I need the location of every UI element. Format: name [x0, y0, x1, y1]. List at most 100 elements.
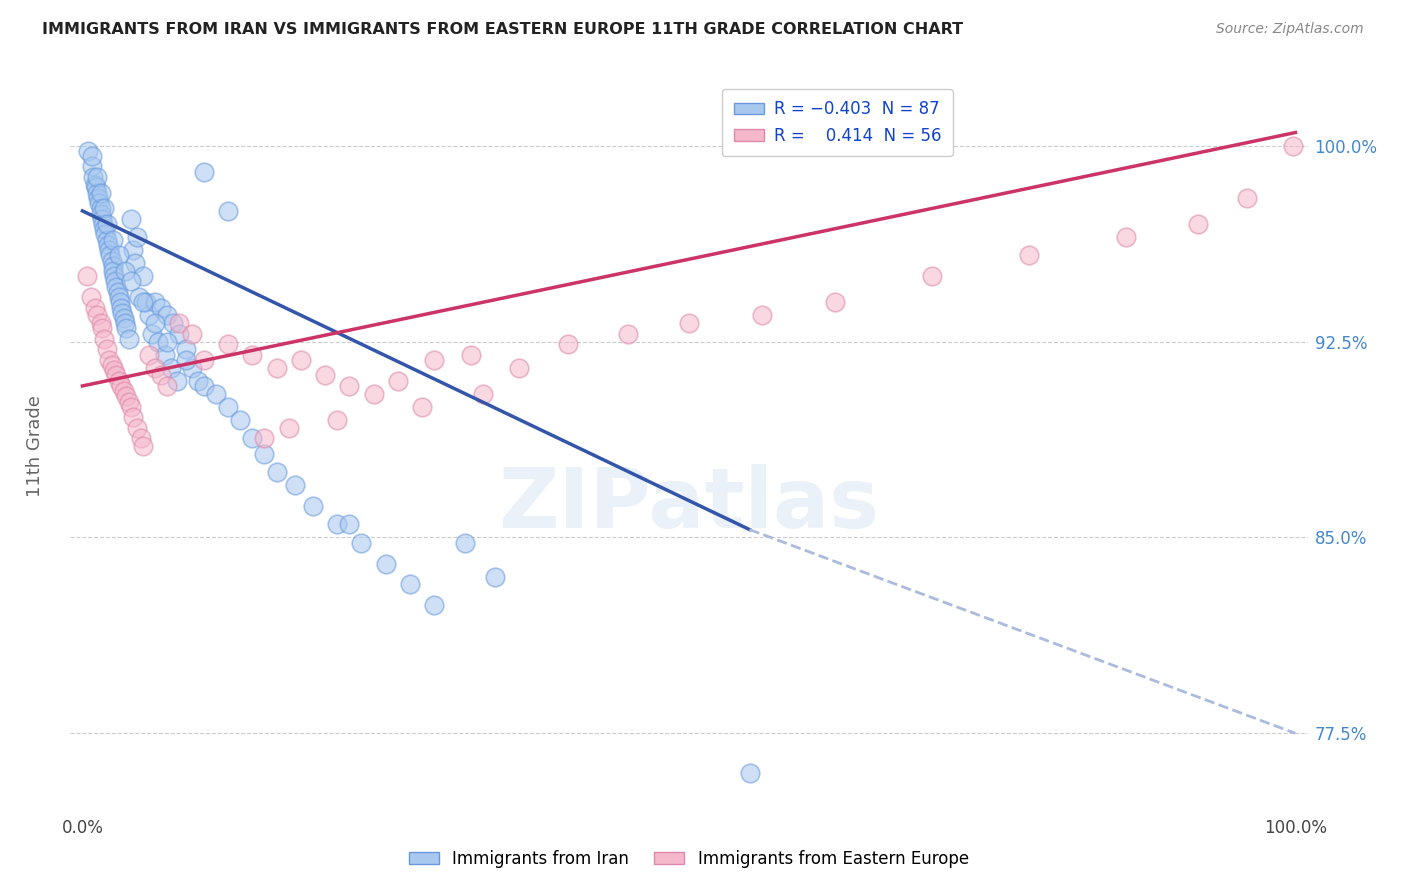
Point	[423, 352, 446, 367]
Point	[100, 253, 122, 268]
Point	[132, 269, 155, 284]
Point	[217, 203, 239, 218]
Point	[125, 421, 148, 435]
Point	[114, 316, 136, 330]
Point	[460, 347, 482, 362]
Point	[77, 144, 100, 158]
Point	[138, 347, 160, 362]
Point	[96, 343, 118, 357]
Point	[98, 248, 121, 262]
Point	[120, 400, 142, 414]
Point	[134, 295, 156, 310]
Point	[326, 413, 349, 427]
Point	[1236, 191, 1258, 205]
Point	[557, 337, 579, 351]
Point	[229, 413, 252, 427]
Point	[302, 499, 325, 513]
Point	[120, 211, 142, 226]
Point	[90, 201, 112, 215]
Point	[266, 465, 288, 479]
Point	[921, 269, 943, 284]
Point	[101, 264, 124, 278]
Point	[290, 352, 312, 367]
Point	[91, 217, 114, 231]
Legend: Immigrants from Iran, Immigrants from Eastern Europe: Immigrants from Iran, Immigrants from Ea…	[402, 844, 976, 875]
Point	[508, 360, 530, 375]
Point	[387, 374, 409, 388]
Point	[98, 352, 121, 367]
Point	[96, 233, 118, 247]
Text: IMMIGRANTS FROM IRAN VS IMMIGRANTS FROM EASTERN EUROPE 11TH GRADE CORRELATION CH: IMMIGRANTS FROM IRAN VS IMMIGRANTS FROM …	[42, 22, 963, 37]
Point	[82, 160, 104, 174]
Point	[143, 295, 166, 310]
Point	[97, 238, 120, 252]
Point	[217, 400, 239, 414]
Point	[824, 295, 846, 310]
Point	[117, 332, 139, 346]
Point	[180, 326, 202, 341]
Point	[337, 517, 360, 532]
Point	[112, 310, 135, 325]
Point	[111, 306, 134, 320]
Point	[117, 394, 139, 409]
Point	[90, 211, 112, 226]
Point	[138, 309, 160, 323]
Point	[100, 358, 122, 372]
Point	[87, 191, 110, 205]
Point	[103, 269, 125, 284]
Point	[89, 196, 111, 211]
Point	[124, 256, 146, 270]
Point	[108, 295, 131, 310]
Point	[125, 230, 148, 244]
Point	[146, 334, 169, 349]
Point	[84, 180, 107, 194]
Point	[150, 301, 173, 315]
Point	[93, 332, 115, 346]
Point	[363, 386, 385, 401]
Point	[93, 201, 115, 215]
Point	[162, 316, 184, 330]
Point	[217, 337, 239, 351]
Point	[314, 368, 336, 383]
Point	[187, 374, 209, 388]
Point	[108, 290, 131, 304]
Point	[143, 360, 166, 375]
Point	[132, 295, 155, 310]
Point	[471, 386, 494, 401]
Point	[82, 149, 104, 163]
Point	[98, 243, 121, 257]
Point	[108, 248, 131, 262]
Point	[105, 368, 128, 383]
Point	[399, 577, 422, 591]
Point	[107, 285, 129, 299]
Point	[180, 360, 202, 375]
Point	[205, 386, 228, 401]
Point	[120, 275, 142, 289]
Point	[240, 431, 263, 445]
Point	[143, 316, 166, 330]
Text: Source: ZipAtlas.com: Source: ZipAtlas.com	[1216, 22, 1364, 37]
Point	[240, 347, 263, 362]
Point	[90, 186, 112, 200]
Point	[1115, 230, 1137, 244]
Point	[110, 379, 132, 393]
Point	[115, 321, 138, 335]
Point	[90, 316, 112, 330]
Point	[193, 379, 215, 393]
Point	[678, 316, 700, 330]
Text: 11th Grade: 11th Grade	[27, 395, 44, 497]
Point	[94, 227, 117, 242]
Point	[115, 389, 138, 403]
Point	[112, 384, 135, 399]
Point	[193, 165, 215, 179]
Point	[104, 275, 127, 289]
Point	[174, 352, 197, 367]
Point	[82, 169, 104, 184]
Point	[1282, 138, 1305, 153]
Point	[86, 169, 108, 184]
Point	[156, 334, 179, 349]
Point	[83, 178, 105, 192]
Point	[326, 517, 349, 532]
Point	[114, 264, 136, 278]
Point	[90, 206, 112, 220]
